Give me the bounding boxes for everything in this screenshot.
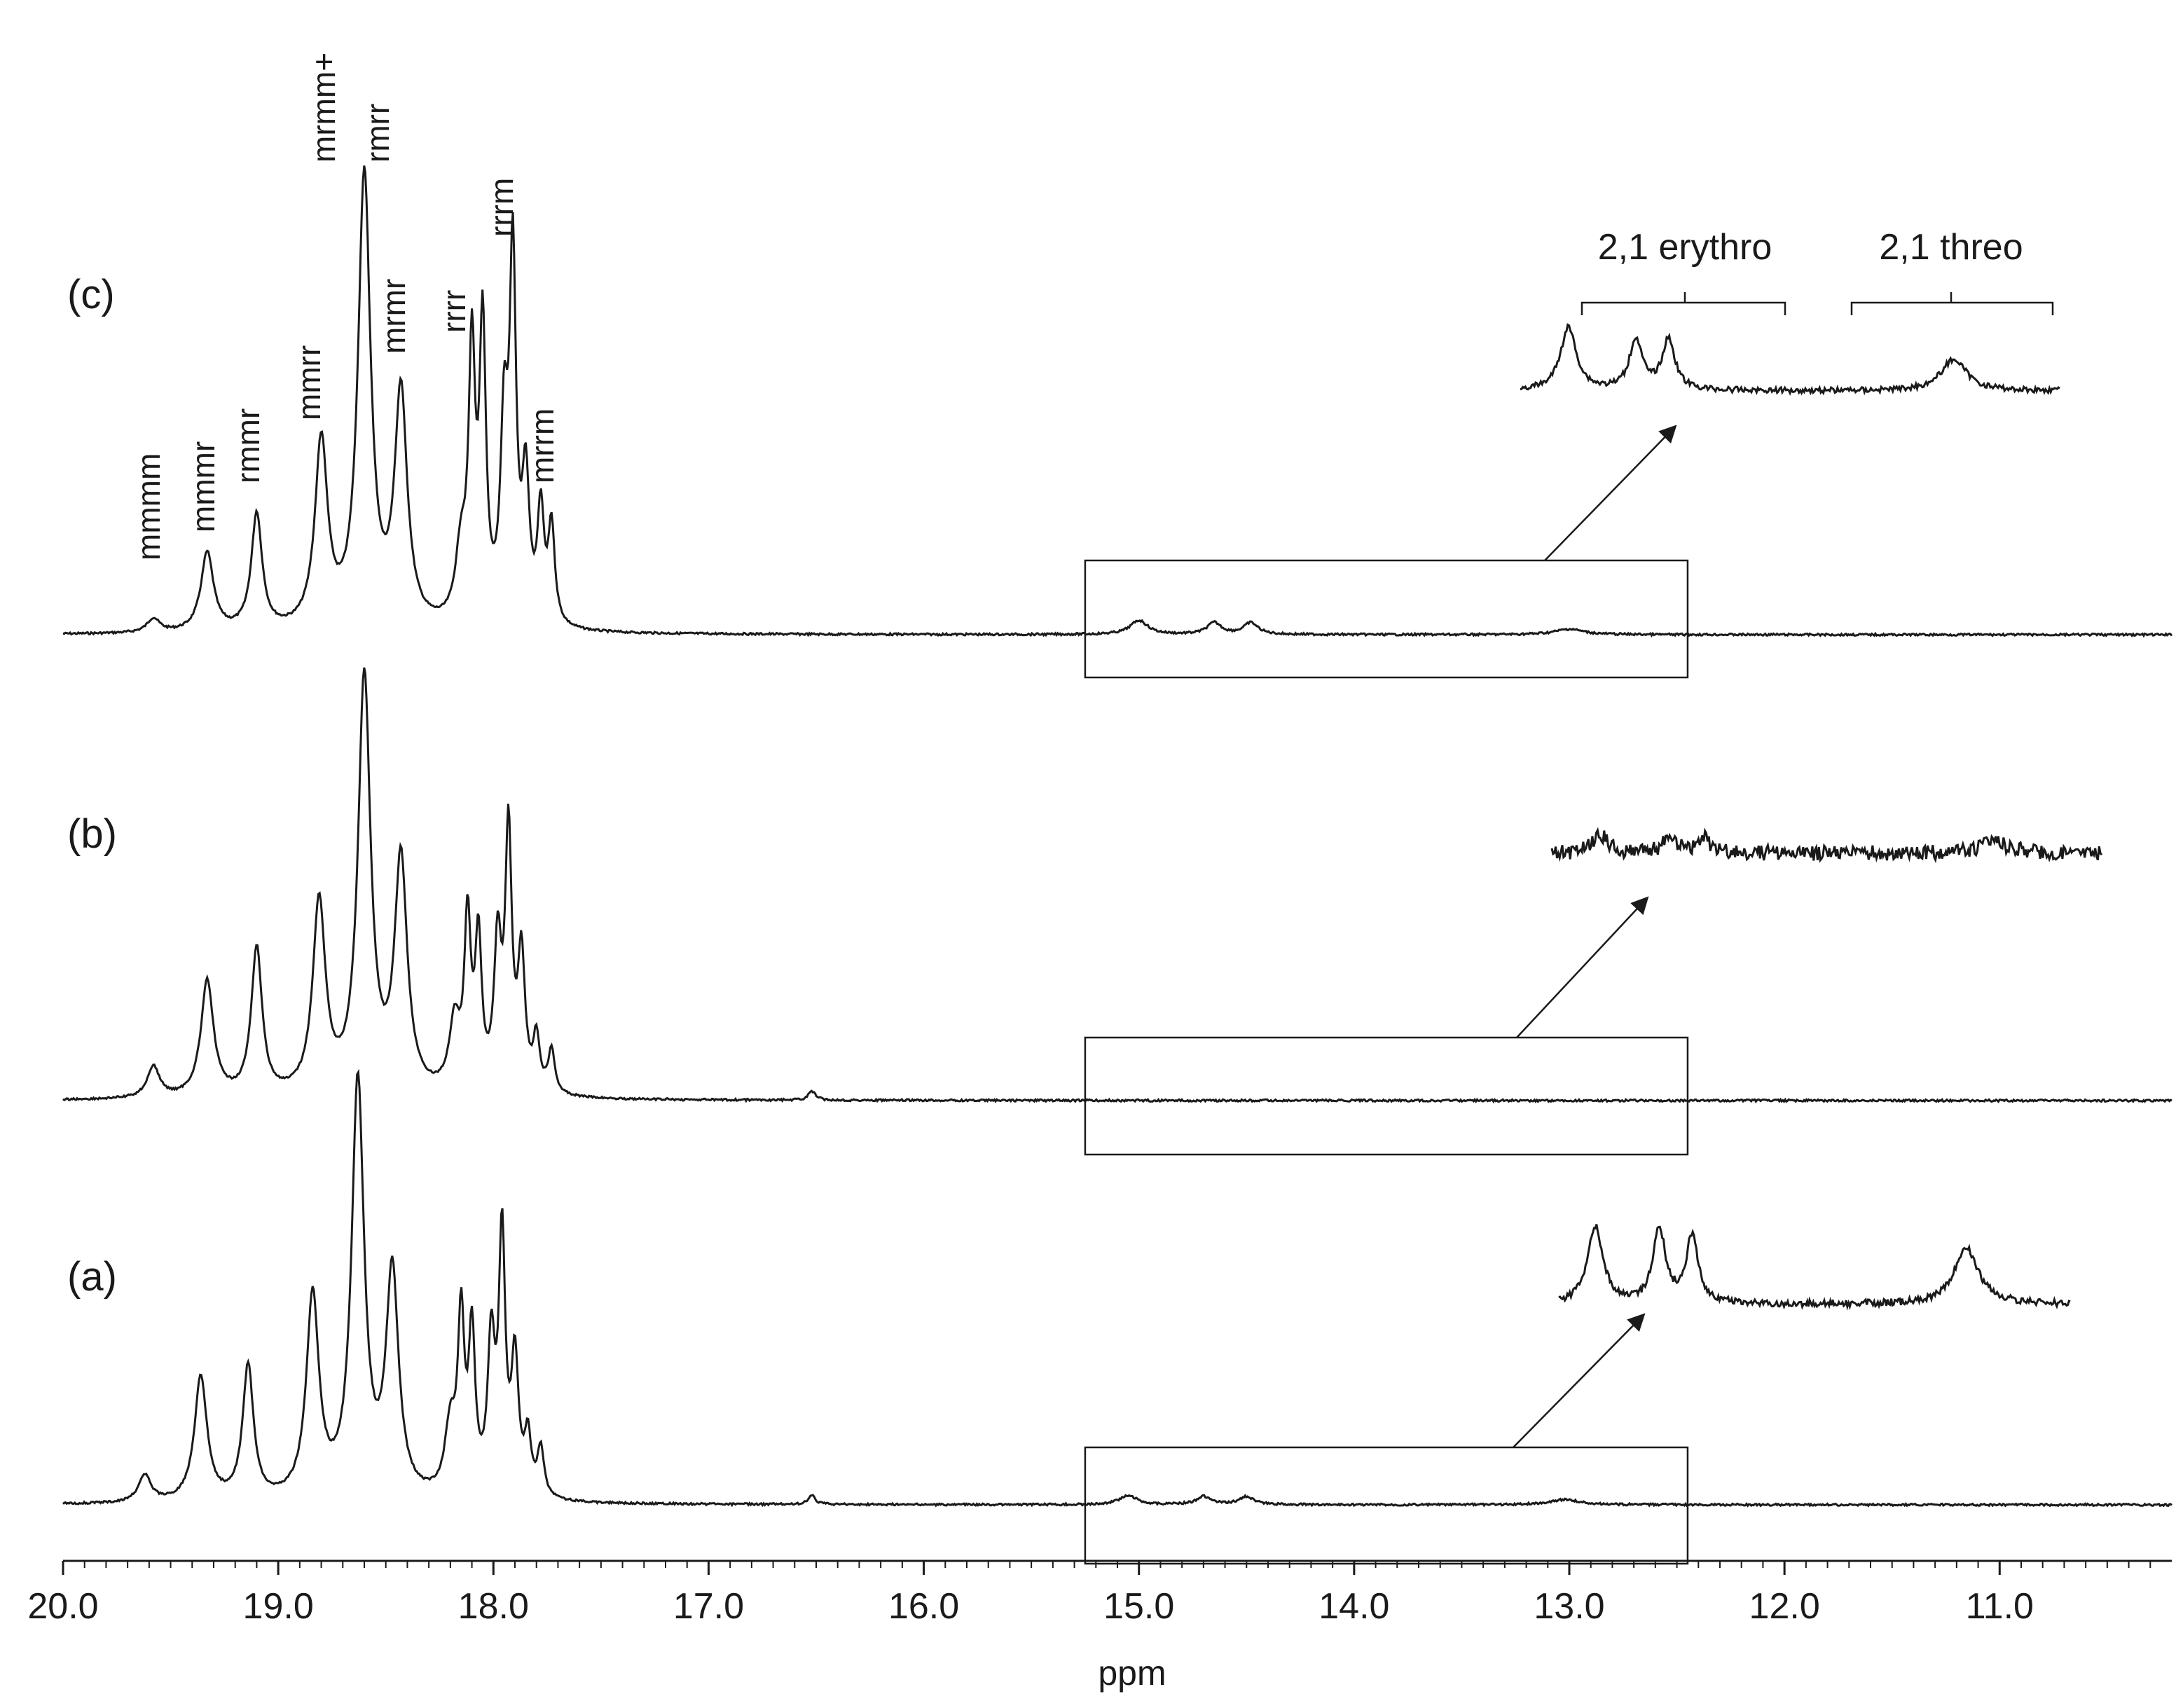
spectrum-line [62, 667, 2172, 1104]
zoom-box [1084, 1446, 1689, 1565]
pentad-label: mmmm [130, 453, 167, 560]
pentad-label: rmrr [359, 104, 396, 163]
inset-trace [1550, 827, 2103, 864]
x-tick-label: 18.0 [458, 1586, 529, 1627]
spectrum-traces: (c) (b) (a) [62, 165, 2173, 1565]
pentad-label: rmmr [230, 408, 266, 483]
series-1: (b) [62, 667, 2172, 1156]
inset-trace [1520, 323, 2060, 396]
pentad-label: mrmr [376, 279, 412, 354]
x-tick-label: 19.0 [243, 1586, 314, 1627]
zoom-box [1084, 559, 1689, 679]
series-label: (a) [67, 1254, 117, 1300]
spectrum-line [62, 1068, 2172, 1508]
pentad-label: rrrm [483, 178, 520, 237]
series-label: (c) [67, 272, 115, 317]
zoom-arrow [1544, 425, 1677, 561]
series-label: (b) [67, 811, 117, 857]
region-bracket [1581, 292, 1786, 315]
pentad-label: mrrm [524, 408, 560, 483]
pentad-label: rrrr [436, 290, 472, 333]
x-tick-label: 16.0 [888, 1586, 959, 1627]
spectrum-line [62, 165, 2173, 638]
zoom-box [1084, 1036, 1689, 1156]
x-tick-label: 11.0 [1966, 1586, 2034, 1627]
x-axis: ppm 20.0 19.0 18.0 17.0 16.0 15.0 14.0 13.0 12.0… [27, 1559, 2172, 1693]
x-tick-label: 14.0 [1318, 1586, 1389, 1627]
region-bracket [1850, 292, 2054, 315]
x-tick-label: 20.0 [27, 1586, 98, 1627]
inset-trace [1558, 1224, 2071, 1311]
zoom-arrow [1516, 896, 1649, 1038]
x-tick-label: 12.0 [1749, 1586, 1820, 1627]
pentad-label: mmmr [185, 441, 221, 532]
overlays: mmmm mmmr rmmr mmrr mrmm+ rmrr mrmr rrrr rrrm mrr… [130, 53, 2054, 560]
series-0: (c) [62, 165, 2173, 679]
region-label: 2,1 erythro [1598, 227, 1772, 268]
series-2: (a) [62, 1068, 2172, 1565]
x-tick-label: 17.0 [673, 1586, 744, 1627]
x-tick-label: 13.0 [1534, 1586, 1604, 1627]
zoom-arrow [1513, 1313, 1646, 1448]
pentad-label: mmrr [291, 345, 327, 420]
region-label: 2,1 threo [1879, 227, 2023, 268]
x-axis-label: ppm [1098, 1653, 1166, 1693]
x-tick-label: 15.0 [1103, 1586, 1174, 1627]
pentad-label: mrmm+ [305, 53, 342, 163]
